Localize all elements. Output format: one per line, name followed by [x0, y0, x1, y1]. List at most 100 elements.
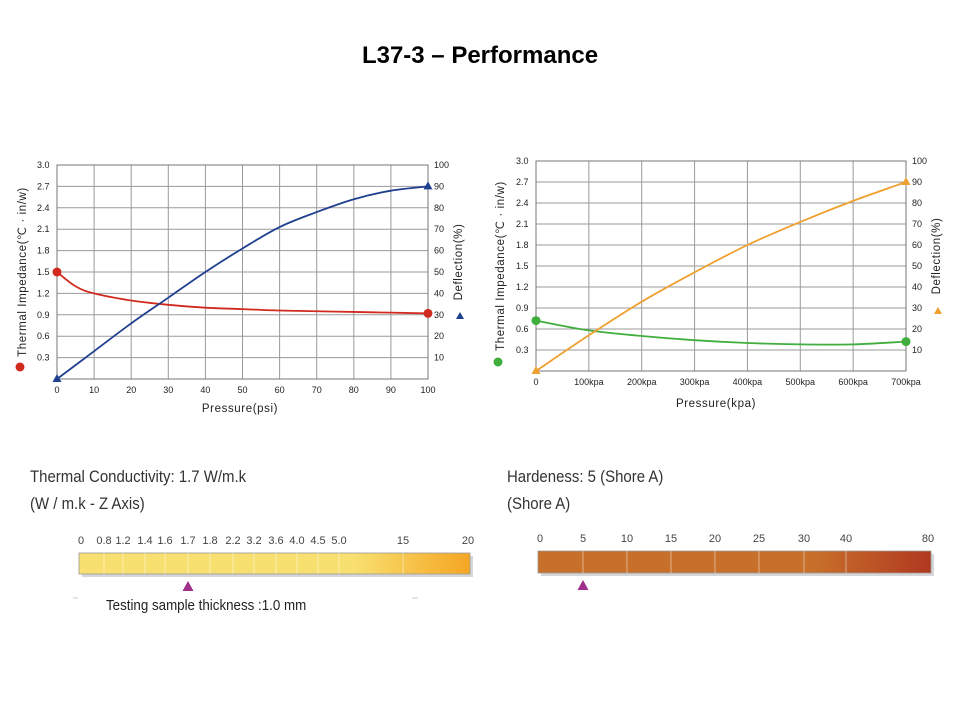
y-right-tick-label: 20 — [912, 324, 922, 334]
legend-marker-right — [456, 312, 464, 319]
data-point — [901, 337, 911, 347]
series-line-2 — [535, 181, 907, 372]
series-line-1 — [56, 271, 429, 315]
y-right-tick-label: 60 — [912, 240, 922, 250]
legend-marker-left — [493, 357, 503, 367]
hardness-title: Hardeness: 5 (Shore A) — [507, 467, 664, 486]
y-right-tick-label: 70 — [434, 224, 444, 234]
y-right-axis-label: Deflection(%) — [453, 224, 465, 301]
data-point — [531, 366, 541, 374]
y-left-tick-label: 0.9 — [516, 303, 529, 313]
legend-marker-left — [15, 362, 25, 372]
data-point — [423, 181, 433, 190]
hardness-scale-label: 40 — [840, 533, 852, 545]
x-tick-label: 20 — [126, 385, 136, 395]
x-tick-label: 100 — [420, 385, 435, 395]
conductivity-title: Thermal Conductivity: 1.7 W/m.k — [30, 467, 247, 486]
conductivity-bar — [78, 552, 471, 575]
y-right-axis-label: Deflection(%) — [931, 218, 943, 295]
y-left-tick-label: 1.5 — [516, 261, 529, 271]
x-tick-label: 10 — [89, 385, 99, 395]
y-left-tick-label: 1.2 — [516, 282, 529, 292]
y-right-tick-label: 60 — [434, 246, 444, 256]
conductivity-scale-label: 1.7 — [180, 535, 195, 547]
y-right-tick-label: 80 — [434, 203, 444, 213]
data-point — [901, 177, 911, 185]
x-tick-label: 40 — [200, 385, 210, 395]
hardness-scale-label: 30 — [798, 533, 810, 545]
conductivity-scale-label: 2.2 — [225, 535, 240, 547]
y-right-tick-label: 80 — [912, 198, 922, 208]
y-left-axis-label: Thermal Impedance(℃ · in/w) — [17, 187, 29, 357]
x-tick-label: 30 — [163, 385, 173, 395]
conductivity-subtitle: (W / m.k - Z Axis) — [30, 494, 145, 513]
x-tick-label: 50 — [237, 385, 247, 395]
x-tick-label: 90 — [386, 385, 396, 395]
conductivity-scale-label: 0.8 — [96, 535, 111, 547]
y-right-tick-label: 50 — [434, 267, 444, 277]
data-point — [52, 374, 62, 382]
y-left-tick-label: 1.8 — [516, 240, 529, 250]
data-point — [52, 267, 62, 277]
y-left-tick-label: 3.0 — [37, 160, 50, 170]
testing-note: Testing sample thickness :1.0 mm — [106, 598, 307, 614]
x-tick-label: 100kpa — [574, 377, 604, 387]
y-right-tick-label: 90 — [434, 181, 444, 191]
conductivity-marker — [182, 581, 194, 591]
y-right-tick-label: 100 — [912, 156, 927, 166]
hardness-scale-label: 20 — [709, 533, 721, 545]
x-tick-label: 400kpa — [733, 377, 763, 387]
x-tick-label: 500kpa — [786, 377, 816, 387]
y-right-tick-label: 10 — [912, 345, 922, 355]
y-left-tick-label: 2.1 — [516, 219, 529, 229]
hardness-scale-label: 25 — [753, 533, 765, 545]
x-tick-label: 60 — [275, 385, 285, 395]
chart-1: 0 10 20 30 40 50 60 70 80 90 100 0.3 0.6 0.9 1.2 1.5 1.8… — [15, 160, 465, 415]
conductivity-scale-label: 5.0 — [331, 535, 346, 547]
y-left-tick-label: 0.6 — [516, 324, 529, 334]
page-title: L37-3 – Performance — [361, 42, 599, 69]
hardness-subtitle: (Shore A) — [507, 494, 571, 513]
conductivity-scale-label: 3.2 — [246, 535, 261, 547]
y-left-tick-label: 0.3 — [37, 353, 50, 363]
x-tick-label: 300kpa — [680, 377, 710, 387]
y-right-tick-label: 90 — [912, 177, 922, 187]
conductivity-scale-label: 1.6 — [157, 535, 172, 547]
conductivity-scale-label: 1.2 — [115, 535, 130, 547]
conductivity-scale-label: 3.6 — [268, 535, 283, 547]
y-right-tick-label: 30 — [912, 303, 922, 313]
hardness-scale: 0 5 10 15 20 25 30 40 80 — [537, 533, 934, 590]
y-left-tick-label: 3.0 — [516, 156, 529, 166]
y-right-tick-label: 40 — [434, 288, 444, 298]
hardness-scale-label: 10 — [621, 533, 633, 545]
legend-marker-right — [934, 307, 942, 314]
conductivity-scale-label: 15 — [397, 535, 409, 547]
series-line-1 — [535, 319, 907, 346]
y-right-tick-label: 100 — [434, 160, 449, 170]
conductivity-scale-label: 1.8 — [202, 535, 217, 547]
x-tick-label: 0 — [54, 385, 59, 395]
hardness-marker — [577, 580, 589, 590]
hardness-scale-label: 15 — [665, 533, 677, 545]
y-left-axis-label: Thermal Impedance(℃ · in/w) — [495, 181, 507, 351]
conductivity-scale: 0 0.8 1.2 1.4 1.6 1.7 1.8 2.2 3.2 3.6 4.0 4.5 5.0 15 2… — [78, 535, 474, 591]
x-tick-label: 200kpa — [627, 377, 657, 387]
data-point — [531, 316, 541, 326]
x-tick-label: 80 — [349, 385, 359, 395]
y-left-tick-label: 2.1 — [37, 224, 50, 234]
series-line-2 — [56, 185, 429, 380]
x-axis-label: Pressure(kpa) — [676, 398, 756, 410]
y-left-tick-label: 0.6 — [37, 331, 50, 341]
y-right-tick-label: 50 — [912, 261, 922, 271]
y-left-tick-label: 0.9 — [37, 310, 50, 320]
conductivity-scale-label: 1.4 — [137, 535, 152, 547]
hardness-scale-label: 5 — [580, 533, 586, 545]
conductivity-scale-label: 20 — [462, 535, 474, 547]
y-left-tick-label: 1.8 — [37, 246, 50, 256]
y-left-tick-label: 2.7 — [516, 177, 529, 187]
y-left-tick-label: 0.3 — [516, 345, 529, 355]
y-right-tick-label: 70 — [912, 219, 922, 229]
x-tick-label: 700kpa — [891, 377, 921, 387]
hardness-scale-label: 80 — [922, 533, 934, 545]
